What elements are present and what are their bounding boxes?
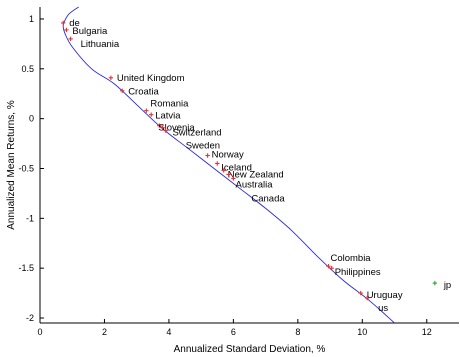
x-tick-label: 0 [37,327,42,337]
point-label: jp [443,280,451,291]
point-label: Switzerland [172,128,221,139]
point-new-zealand: New Zealand [221,168,284,180]
point-label: Latvia [155,111,181,122]
point-label: Colombia [330,253,371,264]
point-label: Australia [236,179,274,190]
point-united-kingdom: United Kingdom [108,73,185,84]
point-label: United Kingdom [117,73,185,84]
point-bulgaria: Bulgaria [64,26,108,37]
y-tick-label: 0.5 [21,64,34,74]
point-colombia: Colombia [326,253,371,269]
point-label: Slovenia [158,123,195,134]
point-romania: Romania [144,99,189,113]
x-tick-label: 8 [295,327,300,337]
x-axis-title: Annualized Standard Deviation, % [174,344,326,355]
point-iceland: Iceland [215,161,252,174]
x-tick-label: 4 [166,327,171,337]
point-label: de [69,18,80,29]
y-tick-label: 1 [29,14,34,24]
point-label: Canada [251,193,285,204]
point-label: Romania [150,99,189,110]
x-tick-label: 6 [231,327,236,337]
y-tick-label: -1 [26,213,34,223]
y-tick-label: 0 [29,114,34,124]
point-label: Croatia [128,87,159,98]
point-lithuania: Lithuania [68,36,120,50]
x-tick-label: 10 [357,327,367,337]
point-canada: Canada [231,176,285,204]
point-us: us [364,295,388,314]
point-switzerland: Switzerland [160,125,222,139]
point-croatia: Croatia [119,87,160,98]
point-slovenia: Slovenia [157,123,195,134]
point-sweden: Sweden [163,128,220,152]
chart-axes: 0 2 4 6 8 10 12 1 0.5 0 -0.5 -1 -1.5 -2 [18,7,459,337]
point-norway: Norway [205,150,244,161]
point-label: Bulgaria [72,26,108,37]
point-label: Lithuania [81,39,120,50]
y-tick-label: -0.5 [18,163,34,173]
point-latvia: Latvia [148,111,181,122]
point-label: Philippines [335,267,381,278]
x-tick-label: 12 [422,327,432,337]
point-philippines: Philippines [329,265,381,278]
point-label: Sweden [186,141,220,152]
point-label: us [378,303,388,314]
y-tick-label: -1.5 [18,263,34,273]
x-tick-label: 2 [102,327,107,337]
point-de: de [61,18,80,29]
point-australia: Australia [226,172,273,190]
point-label: Uruguay [367,290,403,301]
y-axis-title: Annualized Mean Returns, % [6,100,17,230]
point-label: Norway [212,150,244,161]
point-label: Iceland [221,163,252,174]
y-tick-label: -2 [26,313,34,323]
outlier-point-jp: jp [432,280,451,291]
point-uruguay: Uruguay [358,290,403,301]
point-label: New Zealand [228,169,284,180]
